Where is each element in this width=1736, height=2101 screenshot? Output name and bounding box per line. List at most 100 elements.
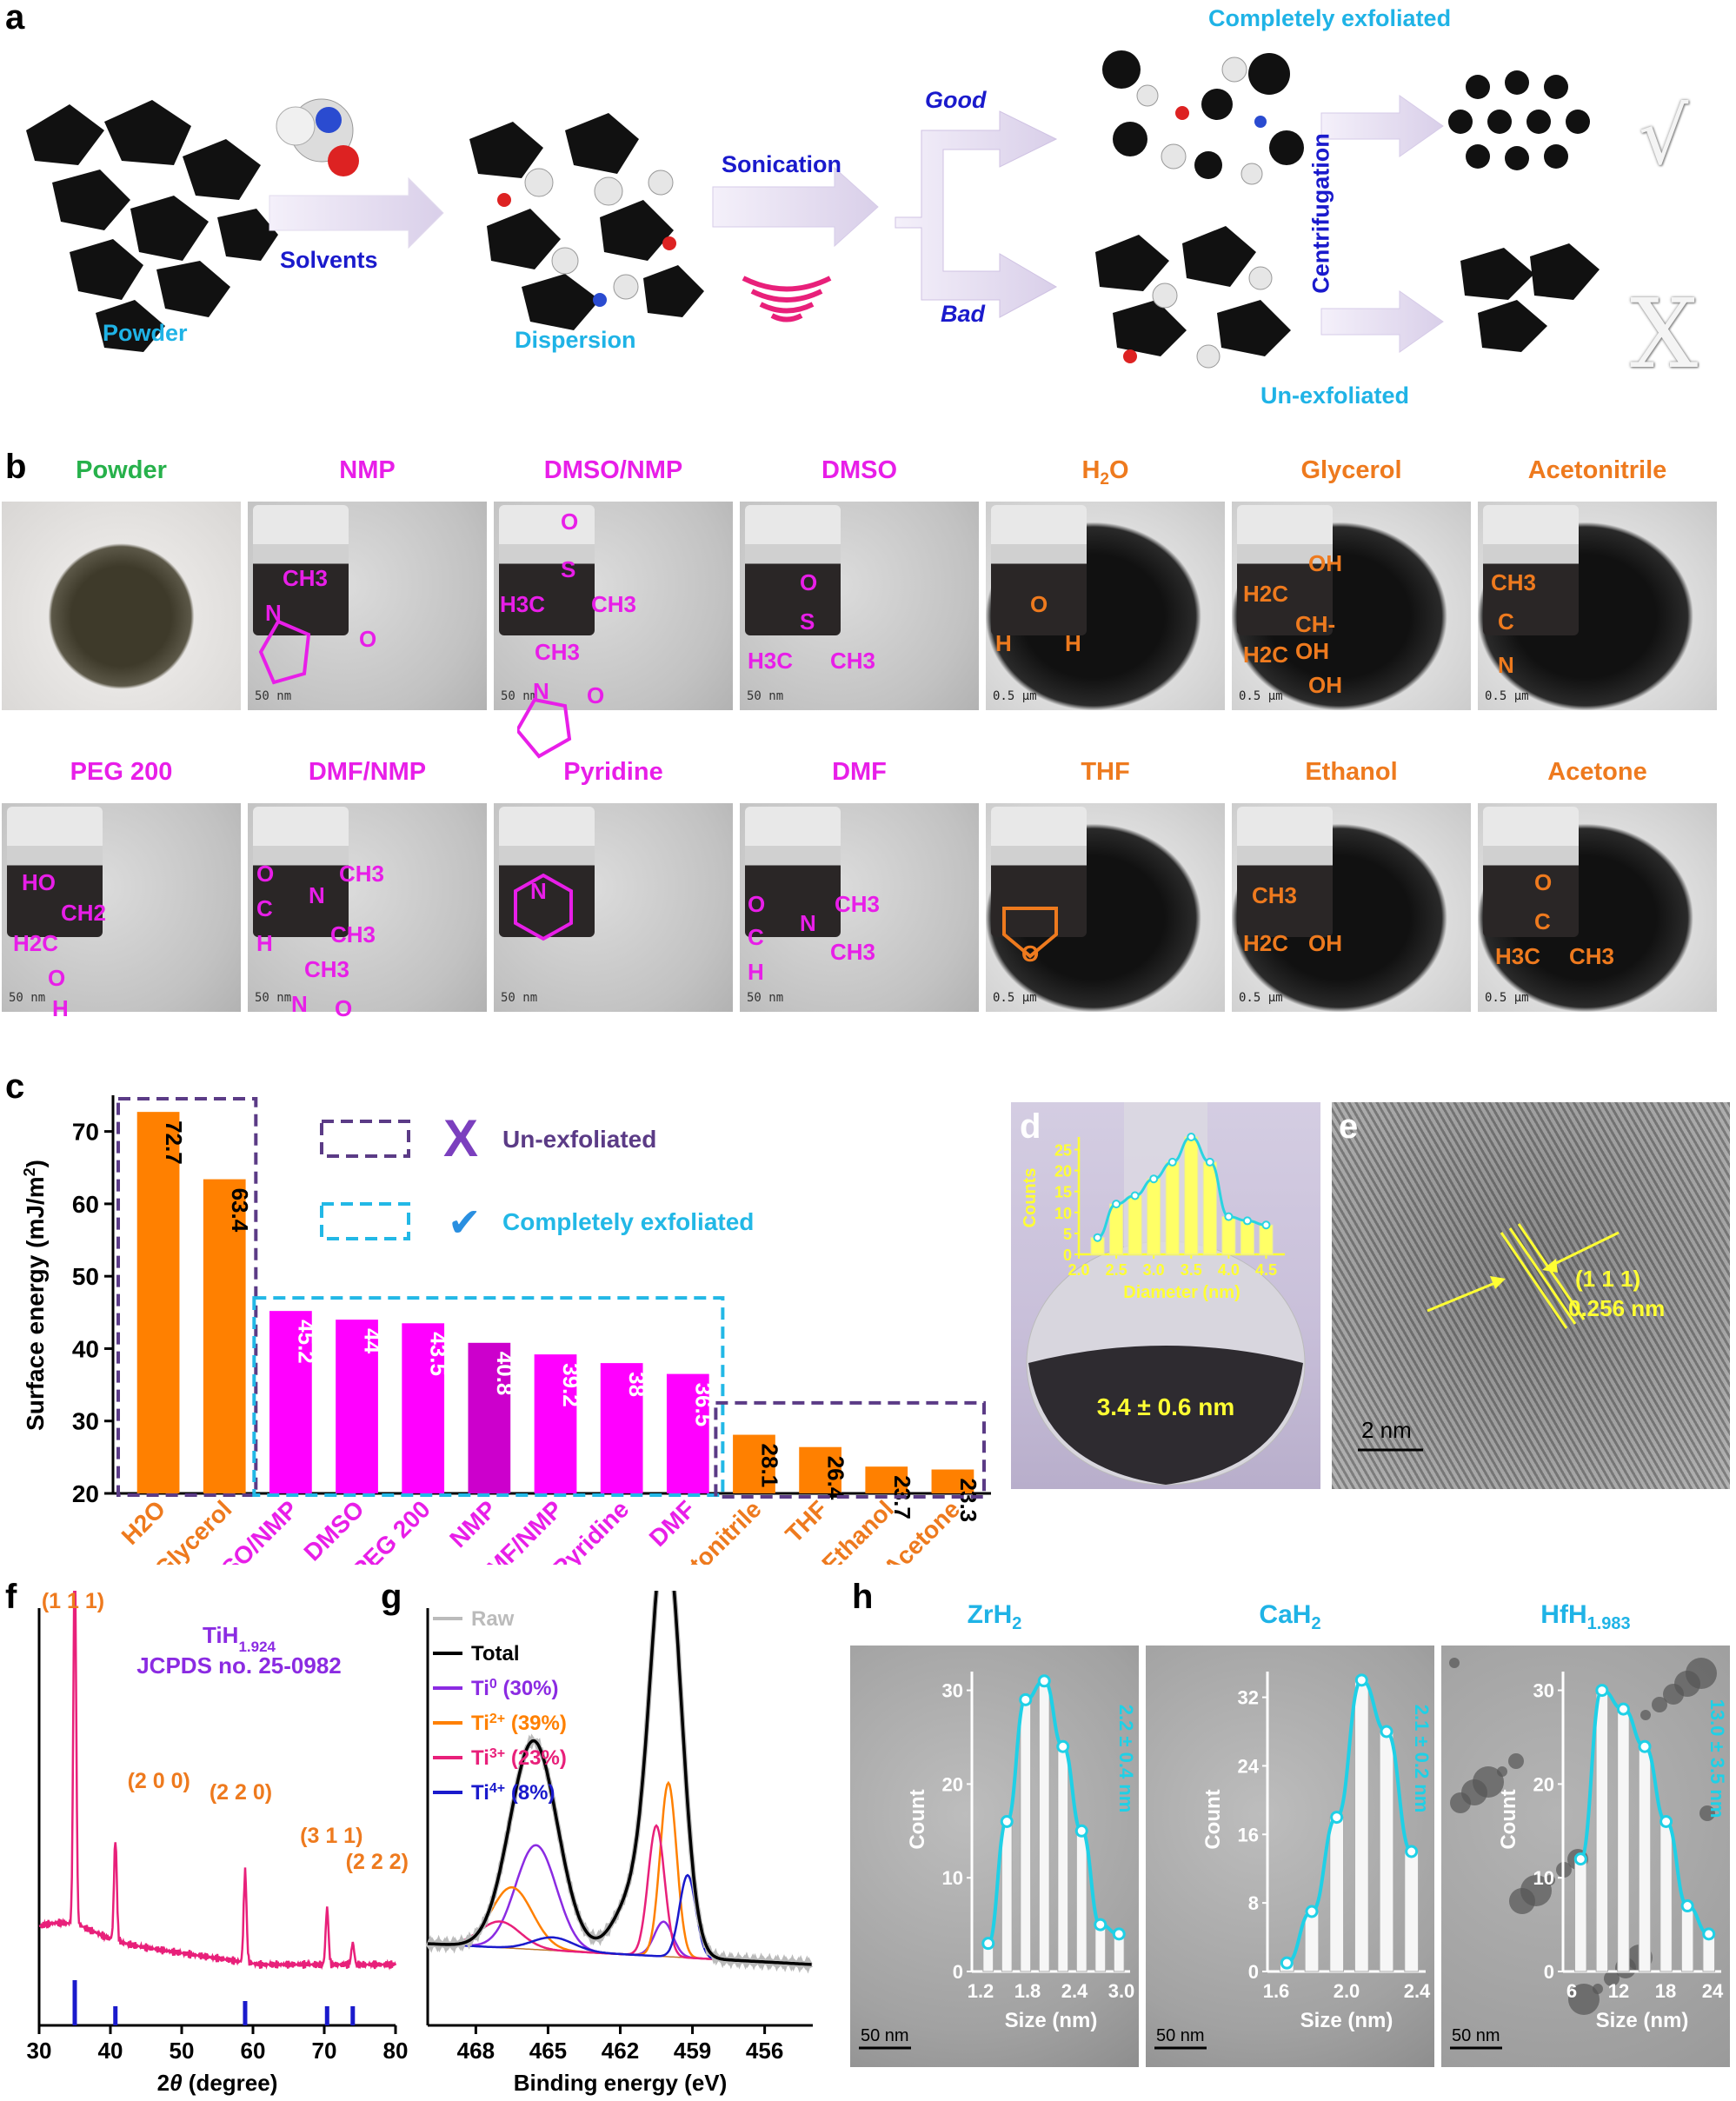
h-bar xyxy=(1057,1745,1069,1972)
scheme-graphics xyxy=(26,50,1600,369)
sonication-label: Sonication xyxy=(722,151,842,177)
d-y-tick-label: 10 xyxy=(1054,1205,1072,1222)
bar-value-label: 26.4 xyxy=(823,1456,849,1500)
h-scale-label: 50 nm xyxy=(1452,2026,1500,2045)
scale-bar: 0.5 μm xyxy=(993,689,1037,703)
bar-value-label: 23.3 xyxy=(955,1479,981,1523)
scale-bar: 0.5 μm xyxy=(1239,689,1283,703)
d-x-tick-label: 3.0 xyxy=(1143,1261,1165,1279)
bar-dmso-nmp xyxy=(269,1311,312,1493)
row1-title-4: H2O xyxy=(1081,456,1129,489)
f-x-tick-label: 70 xyxy=(312,2038,337,2064)
h-x-tick-label: 3.0 xyxy=(1108,1980,1135,2002)
bar-value-label: 39.2 xyxy=(558,1363,584,1407)
g-x-axis-label: Binding energy (eV) xyxy=(514,2070,728,2096)
row2-image-3: 50 nm xyxy=(740,803,979,1012)
h-y-axis-label: Count xyxy=(1201,1789,1225,1849)
g-legend-text: Ti3+ (23%) xyxy=(471,1746,567,1771)
h-point xyxy=(1660,1815,1673,1828)
f-x-tick-label: 50 xyxy=(170,2038,195,2064)
d-bar xyxy=(1184,1136,1199,1255)
y-tick-label: 70 xyxy=(72,1119,99,1146)
f-x-tick-label: 40 xyxy=(98,2038,123,2064)
f-peak-label: (1 1 1) xyxy=(42,1591,104,1613)
d-bar xyxy=(1165,1161,1180,1255)
h-particle xyxy=(1509,1888,1535,1914)
row2-title-3: DMF xyxy=(832,758,887,786)
f-peak-label: (2 0 0) xyxy=(128,1769,190,1793)
h-y-tick-label: 32 xyxy=(1238,1687,1259,1709)
h-x-tick-label: 1.8 xyxy=(1014,1980,1041,2002)
panel-label-f: f xyxy=(5,1578,17,1616)
legend-box-unexfoliated xyxy=(320,1120,410,1158)
h-point xyxy=(1000,1815,1014,1828)
h-y-tick-label: 30 xyxy=(1533,1680,1554,1702)
d-bar xyxy=(1240,1220,1254,1255)
h-bar xyxy=(1304,1911,1320,1972)
h-x-tick-label: 18 xyxy=(1655,1980,1676,2002)
row1-image-4: 0.5 μm xyxy=(986,502,1225,710)
h-particle xyxy=(1449,1658,1460,1668)
d-y-tick-label: 20 xyxy=(1054,1163,1072,1180)
d-bar xyxy=(1259,1224,1274,1255)
h-point xyxy=(1680,1899,1694,1913)
h-bar xyxy=(1617,1708,1630,1972)
scale-bar: 50 nm xyxy=(747,991,784,1005)
h-bar xyxy=(1094,1924,1107,1972)
h-y-tick-label: 8 xyxy=(1248,1892,1259,1914)
row2-title-6: Acetone xyxy=(1547,758,1647,786)
h-x-tick-label: 6 xyxy=(1566,1980,1577,2002)
row2-title-1: DMF/NMP xyxy=(308,758,427,786)
category-label: THF xyxy=(780,1495,832,1547)
row2-title-5: Ethanol xyxy=(1305,758,1398,786)
h-bar xyxy=(1638,1745,1652,1972)
g-x-tick-label: 456 xyxy=(746,2038,783,2064)
g-component xyxy=(427,1780,812,1966)
lattice-plane-label: (1 1 1) xyxy=(1575,1266,1641,1292)
g-legend-text: Total xyxy=(471,1642,520,1666)
h-particle xyxy=(1699,1805,1715,1821)
panel-e-hrtem: e (1 1 1) 0.256 nm 2 nm xyxy=(1332,1102,1730,1489)
d-y-tick-label: 0 xyxy=(1063,1247,1072,1264)
diameter-histogram: 0 5 10 15 20 25 2.0 2.5 3.0 3.5 4.0 4.5 Diameter (nm… xyxy=(1021,1133,1285,1302)
vial-photo xyxy=(745,505,841,635)
panel-label-e: e xyxy=(1339,1107,1359,1146)
row1-title-5: Glycerol xyxy=(1300,456,1402,484)
row1-title-2: DMSO/NMP xyxy=(543,456,683,484)
h-image-0: 0 10 20 30 1.2 1.8 2.4 3.0 Size (nm) Count 2.2 ± 0… xyxy=(850,1646,1139,2067)
panel-label-h: h xyxy=(852,1578,874,1616)
row1-image-3: 50 nm xyxy=(740,502,979,710)
h-bar xyxy=(1404,1851,1420,1972)
good-label: Good xyxy=(925,87,987,113)
h-point xyxy=(1595,1684,1609,1698)
h-y-tick-label: 0 xyxy=(1544,1961,1554,1983)
panel-label-a: a xyxy=(5,0,25,37)
d-point xyxy=(1205,1157,1214,1167)
scale-bar: 50 nm xyxy=(9,991,46,1005)
f-jcpds: JCPDS no. 25-0982 xyxy=(136,1652,342,1679)
bar-ethanol xyxy=(865,1466,908,1493)
diameter-annotation: 3.4 ± 0.6 nm xyxy=(1096,1393,1235,1420)
category-label: NMP xyxy=(444,1495,502,1552)
y-tick-label: 40 xyxy=(72,1335,99,1362)
h-particle xyxy=(1640,1710,1651,1720)
f-peak-label: (2 2 0) xyxy=(210,1780,272,1805)
h-particle xyxy=(1604,1971,1620,1986)
d-point xyxy=(1167,1157,1177,1167)
d-point xyxy=(1093,1233,1102,1242)
h-point xyxy=(1330,1811,1344,1825)
bar-dmf xyxy=(666,1373,709,1493)
row2-image-5: 0.5 μm xyxy=(1232,803,1471,1012)
bar-value-label: 40.8 xyxy=(492,1352,518,1396)
f-compound: TiH1.924 xyxy=(203,1622,276,1655)
h-particle xyxy=(1450,1792,1471,1813)
h-y-tick-label: 20 xyxy=(1533,1773,1554,1795)
h-bar xyxy=(1379,1731,1394,1972)
d-point xyxy=(1187,1133,1196,1141)
h-y-tick-label: 16 xyxy=(1238,1824,1259,1845)
xrd-chart: 30 40 50 60 70 80 2θ (degree) (1 1 1) (2 0 0) (2 … xyxy=(27,1591,409,2096)
d-bar xyxy=(1109,1203,1124,1255)
g-legend-text: Ti2+ (39%) xyxy=(471,1712,567,1736)
h-point xyxy=(1405,1845,1419,1858)
bar-value-label: 44 xyxy=(360,1328,386,1353)
